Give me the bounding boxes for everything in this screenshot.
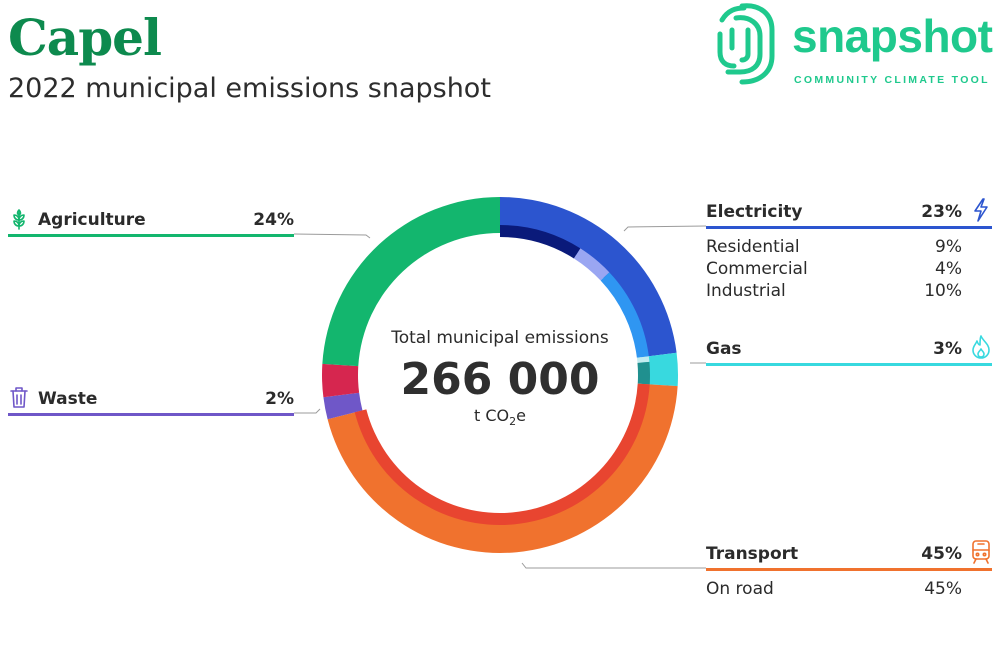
residential-percent: 9% [935, 237, 962, 257]
gas-percent: 3% [933, 339, 962, 359]
subslice-electricity-industrial [600, 272, 649, 358]
transport-on-road-row: On road 45% [706, 577, 992, 599]
electricity-percent: 23% [921, 202, 962, 222]
gas-header: Gas 3% [706, 333, 992, 366]
waste-header: Waste 2% [8, 383, 294, 416]
category-transport: Transport 45% On road 45% [706, 538, 992, 599]
unit-subscript: 2 [509, 415, 517, 429]
subslice-gas-part-1 [637, 361, 650, 385]
transport-header: Transport 45% [706, 538, 992, 571]
on-road-percent: 45% [924, 579, 962, 599]
train-icon [970, 540, 992, 564]
slice-agriculture [322, 197, 500, 367]
total-label: Total municipal emissions [391, 328, 609, 348]
electricity-industrial-row: Industrial 10% [706, 279, 992, 301]
electricity-leader-line [623, 225, 707, 232]
logo-wordmark: snapshot [792, 10, 993, 62]
slice-unlabeled-4 [322, 363, 360, 398]
subslice-electricity-commercial [573, 248, 610, 281]
wheat-icon [8, 206, 30, 230]
agriculture-label: Agriculture [38, 210, 146, 230]
logo-tagline: COMMUNITY CLIMATE TOOL [794, 74, 990, 86]
transport-label: Transport [706, 544, 799, 564]
unit-main: t CO [474, 406, 510, 425]
industrial-label: Industrial [706, 281, 786, 301]
electricity-header: Electricity 23% [706, 196, 992, 229]
electricity-residential-row: Residential 9% [706, 235, 992, 257]
snapshot-logo: snapshot COMMUNITY CLIMATE TOOL [712, 0, 1000, 95]
agriculture-leader-line [293, 233, 371, 239]
total-unit: t CO2e [380, 406, 620, 428]
industrial-percent: 10% [924, 281, 962, 301]
subslice-electricity-residential [500, 225, 581, 259]
waste-percent: 2% [265, 389, 294, 409]
trash-icon [8, 385, 30, 409]
transport-leader-line [521, 562, 706, 569]
agriculture-percent: 24% [253, 210, 294, 230]
category-agriculture: Agriculture 24% [8, 204, 294, 237]
commercial-label: Commercial [706, 259, 808, 279]
slice-transport [327, 383, 678, 553]
residential-label: Residential [706, 237, 800, 257]
commercial-percent: 4% [935, 259, 962, 279]
fingerprint-logo-icon [717, 3, 775, 85]
category-gas: Gas 3% [706, 333, 992, 366]
flame-icon [970, 335, 992, 359]
slice-waste [323, 392, 363, 420]
subcategory-ring [354, 225, 650, 525]
on-road-label: On road [706, 579, 774, 599]
subslice-gas-part-0 [636, 356, 650, 363]
category-electricity: Electricity 23% Residential 9% Commercia… [706, 196, 992, 301]
lightning-icon [970, 198, 992, 222]
leader-lines [293, 225, 707, 569]
waste-label: Waste [38, 389, 98, 409]
page-title: Capel [8, 8, 162, 67]
category-waste: Waste 2% [8, 383, 294, 416]
slice-gas [640, 352, 678, 387]
electricity-label: Electricity [706, 202, 803, 222]
gas-label: Gas [706, 339, 742, 359]
transport-percent: 45% [921, 544, 962, 564]
electricity-commercial-row: Commercial 4% [706, 257, 992, 279]
agriculture-header: Agriculture 24% [8, 204, 294, 237]
page-subtitle: 2022 municipal emissions snapshot [8, 73, 491, 104]
waste-leader-line [294, 408, 321, 414]
unit-tail: e [516, 406, 526, 425]
total-value: 266 000 [400, 354, 600, 405]
